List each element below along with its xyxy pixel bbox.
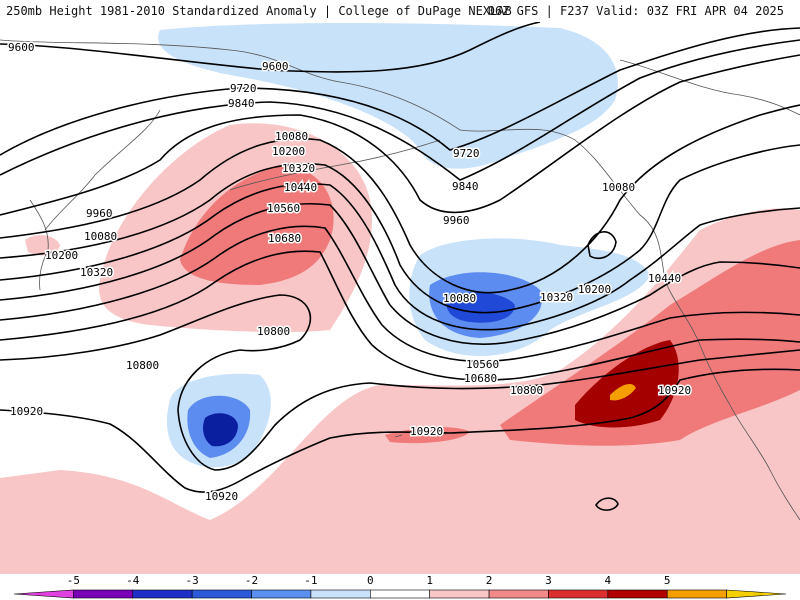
colorbar-arrow-right: [726, 589, 787, 599]
colorbar-segment: [429, 589, 490, 599]
colorbar-tick: 0: [367, 574, 374, 587]
contour-label-9600-b: 9600: [262, 60, 289, 73]
colorbar-tick: -3: [186, 574, 199, 587]
colorbar-tick: -2: [245, 574, 258, 587]
colorbar-segment: [488, 589, 549, 599]
contour-9720: [0, 27, 800, 156]
contour-label-9720-a: 9720: [230, 82, 257, 95]
header-bar: 250mb Height 1981-2010 Standardized Anom…: [0, 0, 800, 23]
contour-label-10080-c: 10080: [602, 181, 635, 194]
colorbar-tick: 2: [486, 574, 493, 587]
contour-label-10200-a: 10200: [272, 145, 305, 158]
southwest-negative-anomaly-3: [203, 413, 238, 447]
contour-label-10920-a: 10920: [10, 405, 43, 418]
colorbar-tick: 3: [545, 574, 552, 587]
contour-10560: [0, 225, 800, 363]
contour-label-10320-d: 10320: [540, 291, 573, 304]
contour-label-9960-a: 9960: [86, 207, 113, 220]
contour-label-9840-a: 9840: [228, 97, 255, 110]
contour-label-10320-a: 10320: [282, 162, 315, 175]
contour-label-10560-a: 10560: [267, 202, 300, 215]
colorbar-segment: [666, 589, 727, 599]
contour-10920-closed-south: [595, 497, 619, 511]
colorbar-segment: [607, 589, 668, 599]
colorbar-tick: 1: [426, 574, 433, 587]
colorbar-tick-labels: -5 -4 -3 -2 -1 0 1 2 3 4 5: [67, 574, 671, 587]
height-contours: [0, 22, 800, 511]
contour-label-9600-a: 9600: [8, 41, 35, 54]
mexico-coast: [729, 404, 800, 521]
contour-10080: [0, 104, 800, 294]
contour-label-10440-a: 10440: [284, 181, 317, 194]
contour-10320: [0, 182, 800, 331]
colorbar-segment: [132, 589, 193, 599]
alaska-coast: [459, 128, 666, 281]
contour-label-10080-d: 10080: [443, 292, 476, 305]
map-title: 250mb Height 1981-2010 Standardized Anom…: [6, 4, 512, 18]
contour-label-10680-a: 10680: [268, 232, 301, 245]
kamchatka-coast: [44, 109, 161, 231]
central-pacific-negative-anomaly-3: [446, 292, 515, 323]
contour-label-10800-c: 10800: [510, 384, 543, 397]
contour-9840: [0, 39, 800, 181]
colorbar-segment: [310, 589, 371, 599]
contour-label-10200-d: 10200: [578, 283, 611, 296]
colorbar-tick: -5: [67, 574, 80, 587]
colorbar-segment: [191, 589, 252, 599]
contour-label-10920-d: 10920: [205, 490, 238, 503]
southwest-us-positive-anomaly: [500, 240, 800, 446]
southwest-us-positive-anomaly-2: [575, 340, 679, 428]
contour-label-10200-b: 10200: [45, 249, 78, 262]
colorbar-segment: [73, 589, 134, 599]
contour-label-10320-b: 10320: [80, 266, 113, 279]
contour-9960: [0, 54, 800, 216]
contour-label-10200-c: 10200: [578, 283, 611, 296]
colorbar-segment: [370, 589, 430, 599]
contour-label-10560-b: 10560: [466, 358, 499, 371]
contour-label-10920-c: 10920: [658, 384, 691, 397]
contour-label-10080-b: 10080: [84, 230, 117, 243]
colorbar-segment: [548, 589, 609, 599]
subtropical-positive-anomaly: [0, 208, 800, 574]
negative-anomaly-shading: [158, 23, 650, 468]
model-run-info: 06Z GFS | F237 Valid: 03Z FRI APR 04 202…: [487, 4, 784, 18]
contour-10440: [0, 202, 800, 345]
west-coast-us: [664, 279, 731, 406]
contour-label-10800-b: 10800: [126, 359, 159, 372]
aleutian-chain: [229, 139, 441, 191]
colorbar-segment: [251, 589, 312, 599]
japan-positive-anomaly: [25, 235, 60, 256]
contour-label-10440-b: 10440: [648, 272, 681, 285]
contour-label-10080-a: 10080: [275, 130, 308, 143]
colorbar-segments: [13, 589, 787, 599]
anomaly-colorbar: -5 -4 -3 -2 -1 0 1 2 3 4 5: [0, 574, 800, 600]
contour-label-10800-a: 10800: [257, 325, 290, 338]
contour-label-9960-b: 9960: [443, 214, 470, 227]
contour-label-10920-b: 10920: [410, 425, 443, 438]
contour-label-10680-b: 10680: [464, 372, 497, 385]
contour-10200: [0, 144, 800, 314]
colorbar-tick: -4: [126, 574, 140, 587]
colorbar-tick: -1: [304, 574, 317, 587]
contour-label-10320-c: 10320: [540, 291, 573, 304]
contour-10200-closed-east: [587, 231, 617, 260]
contour-label-layer: 9600 9600 9720 9720 9840 9840 10080 1020…: [7, 40, 693, 505]
contour-label-9840-b: 9840: [452, 180, 479, 193]
contour-10680: [0, 250, 800, 381]
anomaly-map: 9600 9600 9720 9720 9840 9840 10080 1020…: [0, 22, 800, 574]
contour-10800: [0, 294, 800, 471]
colorbar-tick: 5: [664, 574, 671, 587]
positive-anomaly-shading: [0, 123, 800, 574]
contour-9600: [0, 22, 541, 73]
siberia-coast: [0, 39, 461, 131]
contour-10920: [0, 368, 800, 493]
contour-label-9720-b: 9720: [453, 147, 480, 160]
hawaii-positive-anomaly: [385, 427, 470, 444]
japan-coast: [29, 199, 49, 291]
colorbar-tick: 4: [605, 574, 612, 587]
southwest-us-positive-anomaly-max: [610, 384, 636, 401]
